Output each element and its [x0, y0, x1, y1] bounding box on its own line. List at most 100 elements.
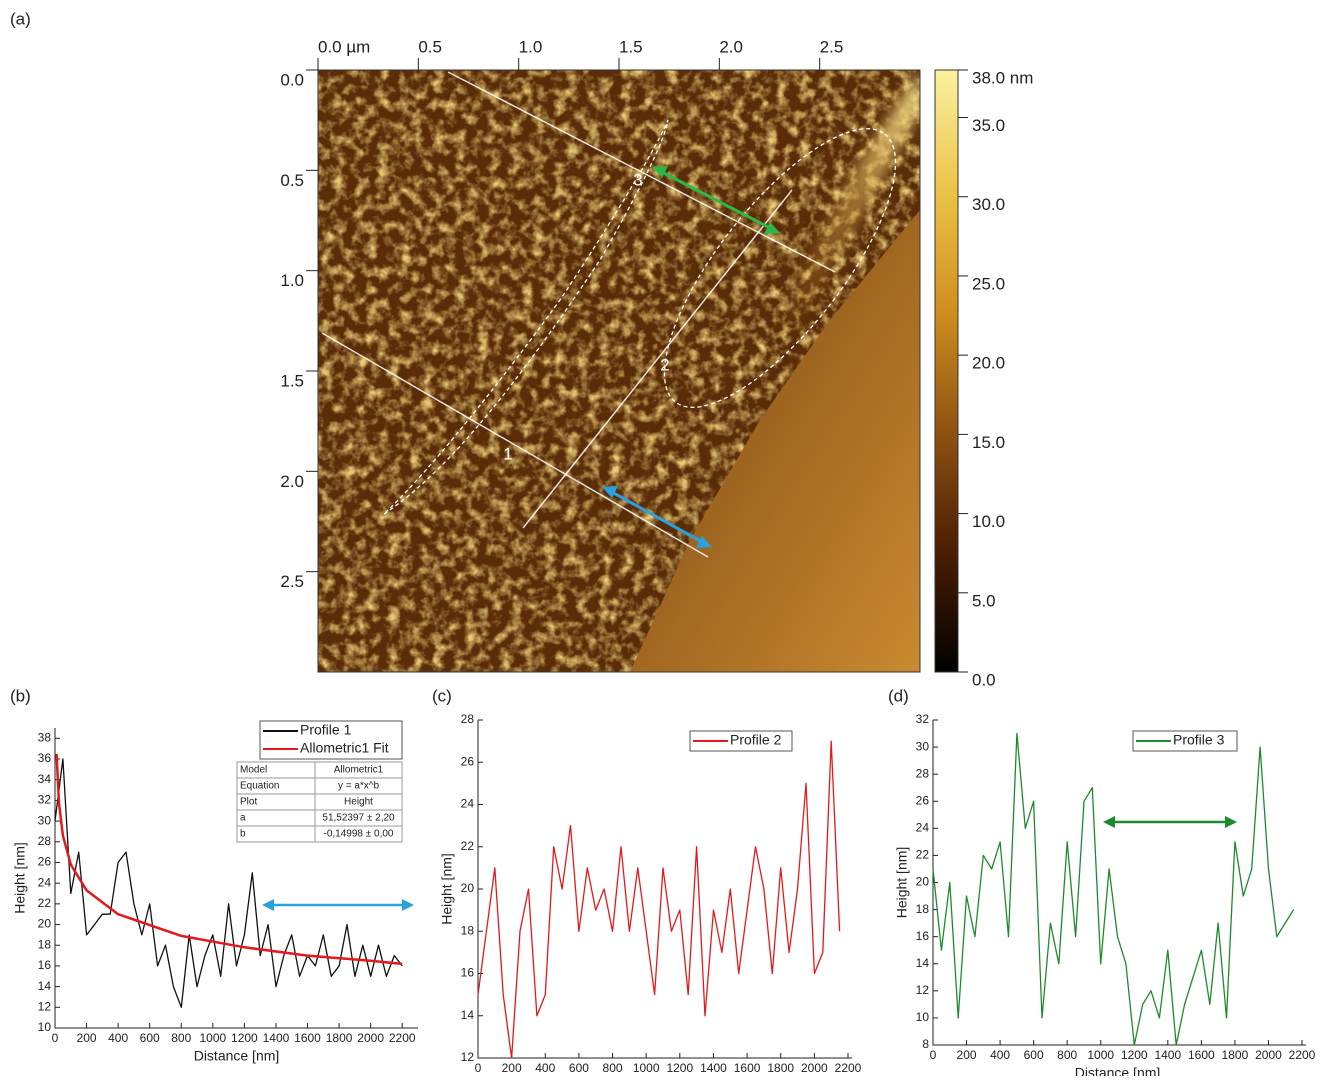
y-tick-label: 24	[38, 875, 52, 889]
afm-image	[318, 70, 920, 672]
y-tick-label: 36	[38, 751, 52, 765]
y-tick-label: 20	[461, 881, 475, 895]
x-tick-label: 200	[77, 1031, 97, 1045]
x-tick-label: 2200	[389, 1031, 416, 1045]
y-tick-label: 20	[38, 917, 52, 931]
x-tick-label: 400	[535, 1061, 555, 1075]
line-label: 3	[633, 170, 642, 189]
axes	[932, 720, 1306, 1046]
y-tick-label: 22	[38, 896, 52, 910]
line-label: 1	[503, 444, 512, 463]
colorbar-tick-label: 35.0	[972, 116, 1005, 135]
table-cell: a	[240, 813, 246, 824]
colorbar-tick-label: 5.0	[972, 591, 996, 610]
legend-box	[689, 730, 793, 752]
y-tick-label: 24	[461, 797, 475, 811]
y-tick-label: 22	[461, 839, 475, 853]
y-tick-label: 14	[461, 1008, 475, 1022]
y-tick-label: 14	[38, 979, 52, 993]
y-tick-label: 28	[461, 712, 475, 726]
table-cell: b	[240, 829, 246, 840]
y-tick-label: 12	[38, 999, 52, 1013]
x-tick-label: 2000	[357, 1031, 384, 1045]
x-tick-label: 1.0	[519, 37, 543, 56]
colorbar-tick-label: 25.0	[972, 274, 1005, 293]
x-tick-label: 400	[990, 1048, 1010, 1062]
colorbar-tick-label: 10.0	[972, 512, 1005, 531]
x-axis-label: Distance [nm]	[194, 1048, 280, 1064]
colorbar-tick-label: 15.0	[972, 433, 1005, 452]
x-tick-label: 1600	[1188, 1048, 1215, 1062]
y-tick-label: 2.0	[280, 472, 304, 491]
x-tick-label: 800	[1057, 1048, 1077, 1062]
panel-label: (d)	[888, 686, 909, 705]
y-tick-label: 18	[916, 902, 930, 916]
x-tick-label: 0	[475, 1061, 482, 1075]
y-tick-label: 32	[38, 793, 52, 807]
x-tick-label: 600	[1024, 1048, 1044, 1062]
table-cell: Model	[240, 765, 267, 776]
y-tick-label: 28	[916, 766, 930, 780]
colorbar	[934, 69, 959, 673]
x-tick-label: 2200	[835, 1061, 862, 1075]
y-tick-label: 10	[916, 1010, 930, 1024]
x-tick-label: 200	[502, 1061, 522, 1075]
data-line	[55, 753, 403, 966]
legend-label: Allometric1 Fit	[300, 740, 389, 756]
y-tick-label: 26	[916, 793, 930, 807]
x-tick-label: 1.5	[619, 37, 643, 56]
panel-label: (a)	[10, 9, 31, 28]
y-tick-label: 16	[38, 958, 52, 972]
legend-box	[1132, 730, 1238, 752]
y-tick-label: 30	[916, 739, 930, 753]
y-tick-label: 12	[461, 1050, 475, 1064]
x-tick-label: 1200	[231, 1031, 258, 1045]
y-tick-label: 16	[916, 929, 930, 943]
x-tick-label: 1000	[633, 1061, 660, 1075]
x-tick-label: 0.5	[418, 37, 442, 56]
data-line	[54, 758, 403, 1008]
colorbar-tick-label: 38.0 nm	[972, 68, 1033, 87]
y-tick-label: 18	[38, 937, 52, 951]
data-line	[932, 732, 1295, 1046]
x-tick-label: 2.0	[719, 37, 743, 56]
colorbar-tick-label: 30.0	[972, 195, 1005, 214]
y-axis-label: Height [nm]	[439, 853, 455, 925]
y-tick-label: 38	[38, 731, 52, 745]
y-tick-label: 8	[922, 1037, 929, 1051]
y-tick-label: 26	[38, 855, 52, 869]
y-tick-label: 10	[38, 1020, 52, 1034]
panel-label: (b)	[10, 686, 31, 705]
y-tick-label: 24	[916, 821, 930, 835]
colorbar-tick-label: 20.0	[972, 354, 1005, 373]
x-tick-label: 2000	[1255, 1048, 1282, 1062]
table-cell: Equation	[240, 781, 279, 792]
table-cell: Height	[344, 797, 373, 808]
y-tick-label: 30	[38, 813, 52, 827]
x-tick-label: 1800	[767, 1061, 794, 1075]
y-axis-label: Height [nm]	[894, 847, 910, 919]
data-line	[477, 740, 841, 1059]
x-tick-label: 1600	[294, 1031, 321, 1045]
x-tick-label: 1800	[326, 1031, 353, 1045]
y-tick-label: 28	[38, 834, 52, 848]
table-cell: y = a*x^b	[338, 781, 380, 792]
x-tick-label: 800	[171, 1031, 191, 1045]
y-tick-label: 0.5	[280, 171, 304, 190]
y-tick-label: 2.5	[280, 572, 304, 591]
x-tick-label: 2.5	[820, 37, 844, 56]
x-tick-label: 200	[957, 1048, 977, 1062]
y-axis-label: Height [nm]	[12, 842, 28, 914]
x-tick-label: 800	[603, 1061, 623, 1075]
x-tick-label: 1200	[1121, 1048, 1148, 1062]
y-tick-label: 12	[916, 983, 930, 997]
legend-label: Profile 1	[300, 722, 352, 738]
table-cell: -0,14998 ± 0,00	[324, 829, 394, 840]
y-tick-label: 18	[461, 923, 475, 937]
y-tick-label: 14	[916, 956, 930, 970]
x-tick-label: 1000	[199, 1031, 226, 1045]
legend-label: Profile 2	[730, 732, 782, 748]
y-tick-label: 0.0	[280, 70, 304, 89]
table-row	[236, 825, 403, 843]
x-tick-label: 2200	[1289, 1048, 1316, 1062]
